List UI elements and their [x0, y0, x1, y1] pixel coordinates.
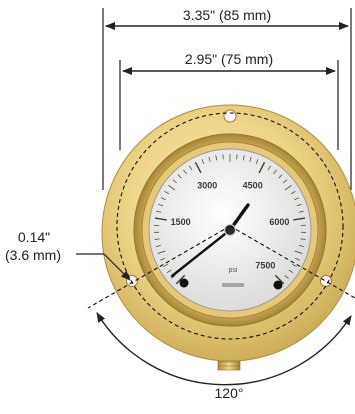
dial-unit: psi [229, 267, 238, 274]
minor-tick [188, 165, 193, 171]
dial-scale-label: 4500 [243, 180, 263, 190]
minor-tick [283, 179, 288, 184]
dial-scale-label: 3000 [197, 180, 217, 190]
minor-tick [298, 210, 304, 213]
mount-hole-left [126, 275, 138, 287]
minor-tick [163, 263, 168, 267]
bolt-circle-dashed [116, 112, 344, 340]
minor-tick [273, 169, 277, 175]
minor-tick [290, 191, 296, 195]
dial-scale-numbers: 1500 3000 4500 6000 7500 [171, 180, 290, 270]
mount-hole-top [223, 109, 237, 123]
dial-scale-ticks [154, 154, 306, 285]
minor-tick [183, 169, 187, 175]
major-tick [175, 274, 186, 285]
minor-tick [166, 269, 172, 274]
inner-dimension-label: 2.95" (75 mm) [185, 51, 273, 67]
stop-pin-left [179, 278, 189, 288]
dial-scale-label: 1500 [171, 217, 191, 227]
outer-dimension-label: 3.35" (85 mm) [183, 7, 271, 23]
mount-hole-size-metric: (3.6 mm) [5, 247, 61, 263]
major-tick [154, 217, 167, 221]
minor-tick [171, 274, 176, 279]
minor-tick [160, 257, 165, 261]
minor-tick [295, 257, 300, 261]
minor-tick [242, 155, 245, 161]
minor-tick [164, 191, 170, 195]
dial-brand-mark [222, 283, 244, 287]
minor-tick [278, 174, 283, 179]
major-tick [274, 274, 285, 285]
minor-tick [208, 156, 211, 162]
minor-tick [284, 274, 289, 279]
minor-tick [172, 179, 177, 184]
minor-tick [267, 165, 272, 171]
minor-tick [158, 203, 164, 207]
minor-tick [177, 174, 182, 179]
minor-tick [157, 250, 166, 254]
angle-line-left [87, 225, 231, 309]
mount-hole-right [320, 275, 332, 287]
minor-tick [294, 250, 303, 254]
minor-tick [215, 155, 218, 161]
minor-tick [161, 197, 166, 201]
minor-tick [299, 245, 305, 247]
minor-tick [201, 159, 205, 165]
mount-hole-leader-diagonal [103, 253, 131, 281]
minor-tick [156, 210, 162, 213]
minor-tick [168, 185, 176, 191]
minor-tick [155, 245, 161, 247]
major-tick [293, 217, 306, 221]
minor-tick [249, 156, 252, 162]
major-tick [258, 161, 266, 174]
minor-tick [294, 197, 299, 201]
stop-pin-right [273, 280, 283, 290]
dial-scale-label: 6000 [269, 217, 289, 227]
minor-tick [296, 203, 302, 207]
mount-hole-size: 0.14" [18, 229, 50, 245]
minor-tick [284, 185, 292, 191]
angle-label: 120° [215, 385, 244, 401]
minor-tick [154, 238, 160, 240]
angle-arc [96, 312, 352, 386]
minor-tick [292, 263, 297, 267]
dial-scale-label: 7500 [255, 260, 275, 270]
minor-tick [255, 159, 259, 165]
minor-tick [300, 238, 306, 240]
major-tick [194, 161, 202, 174]
minor-tick [288, 269, 294, 274]
angle-line-right [229, 225, 355, 299]
